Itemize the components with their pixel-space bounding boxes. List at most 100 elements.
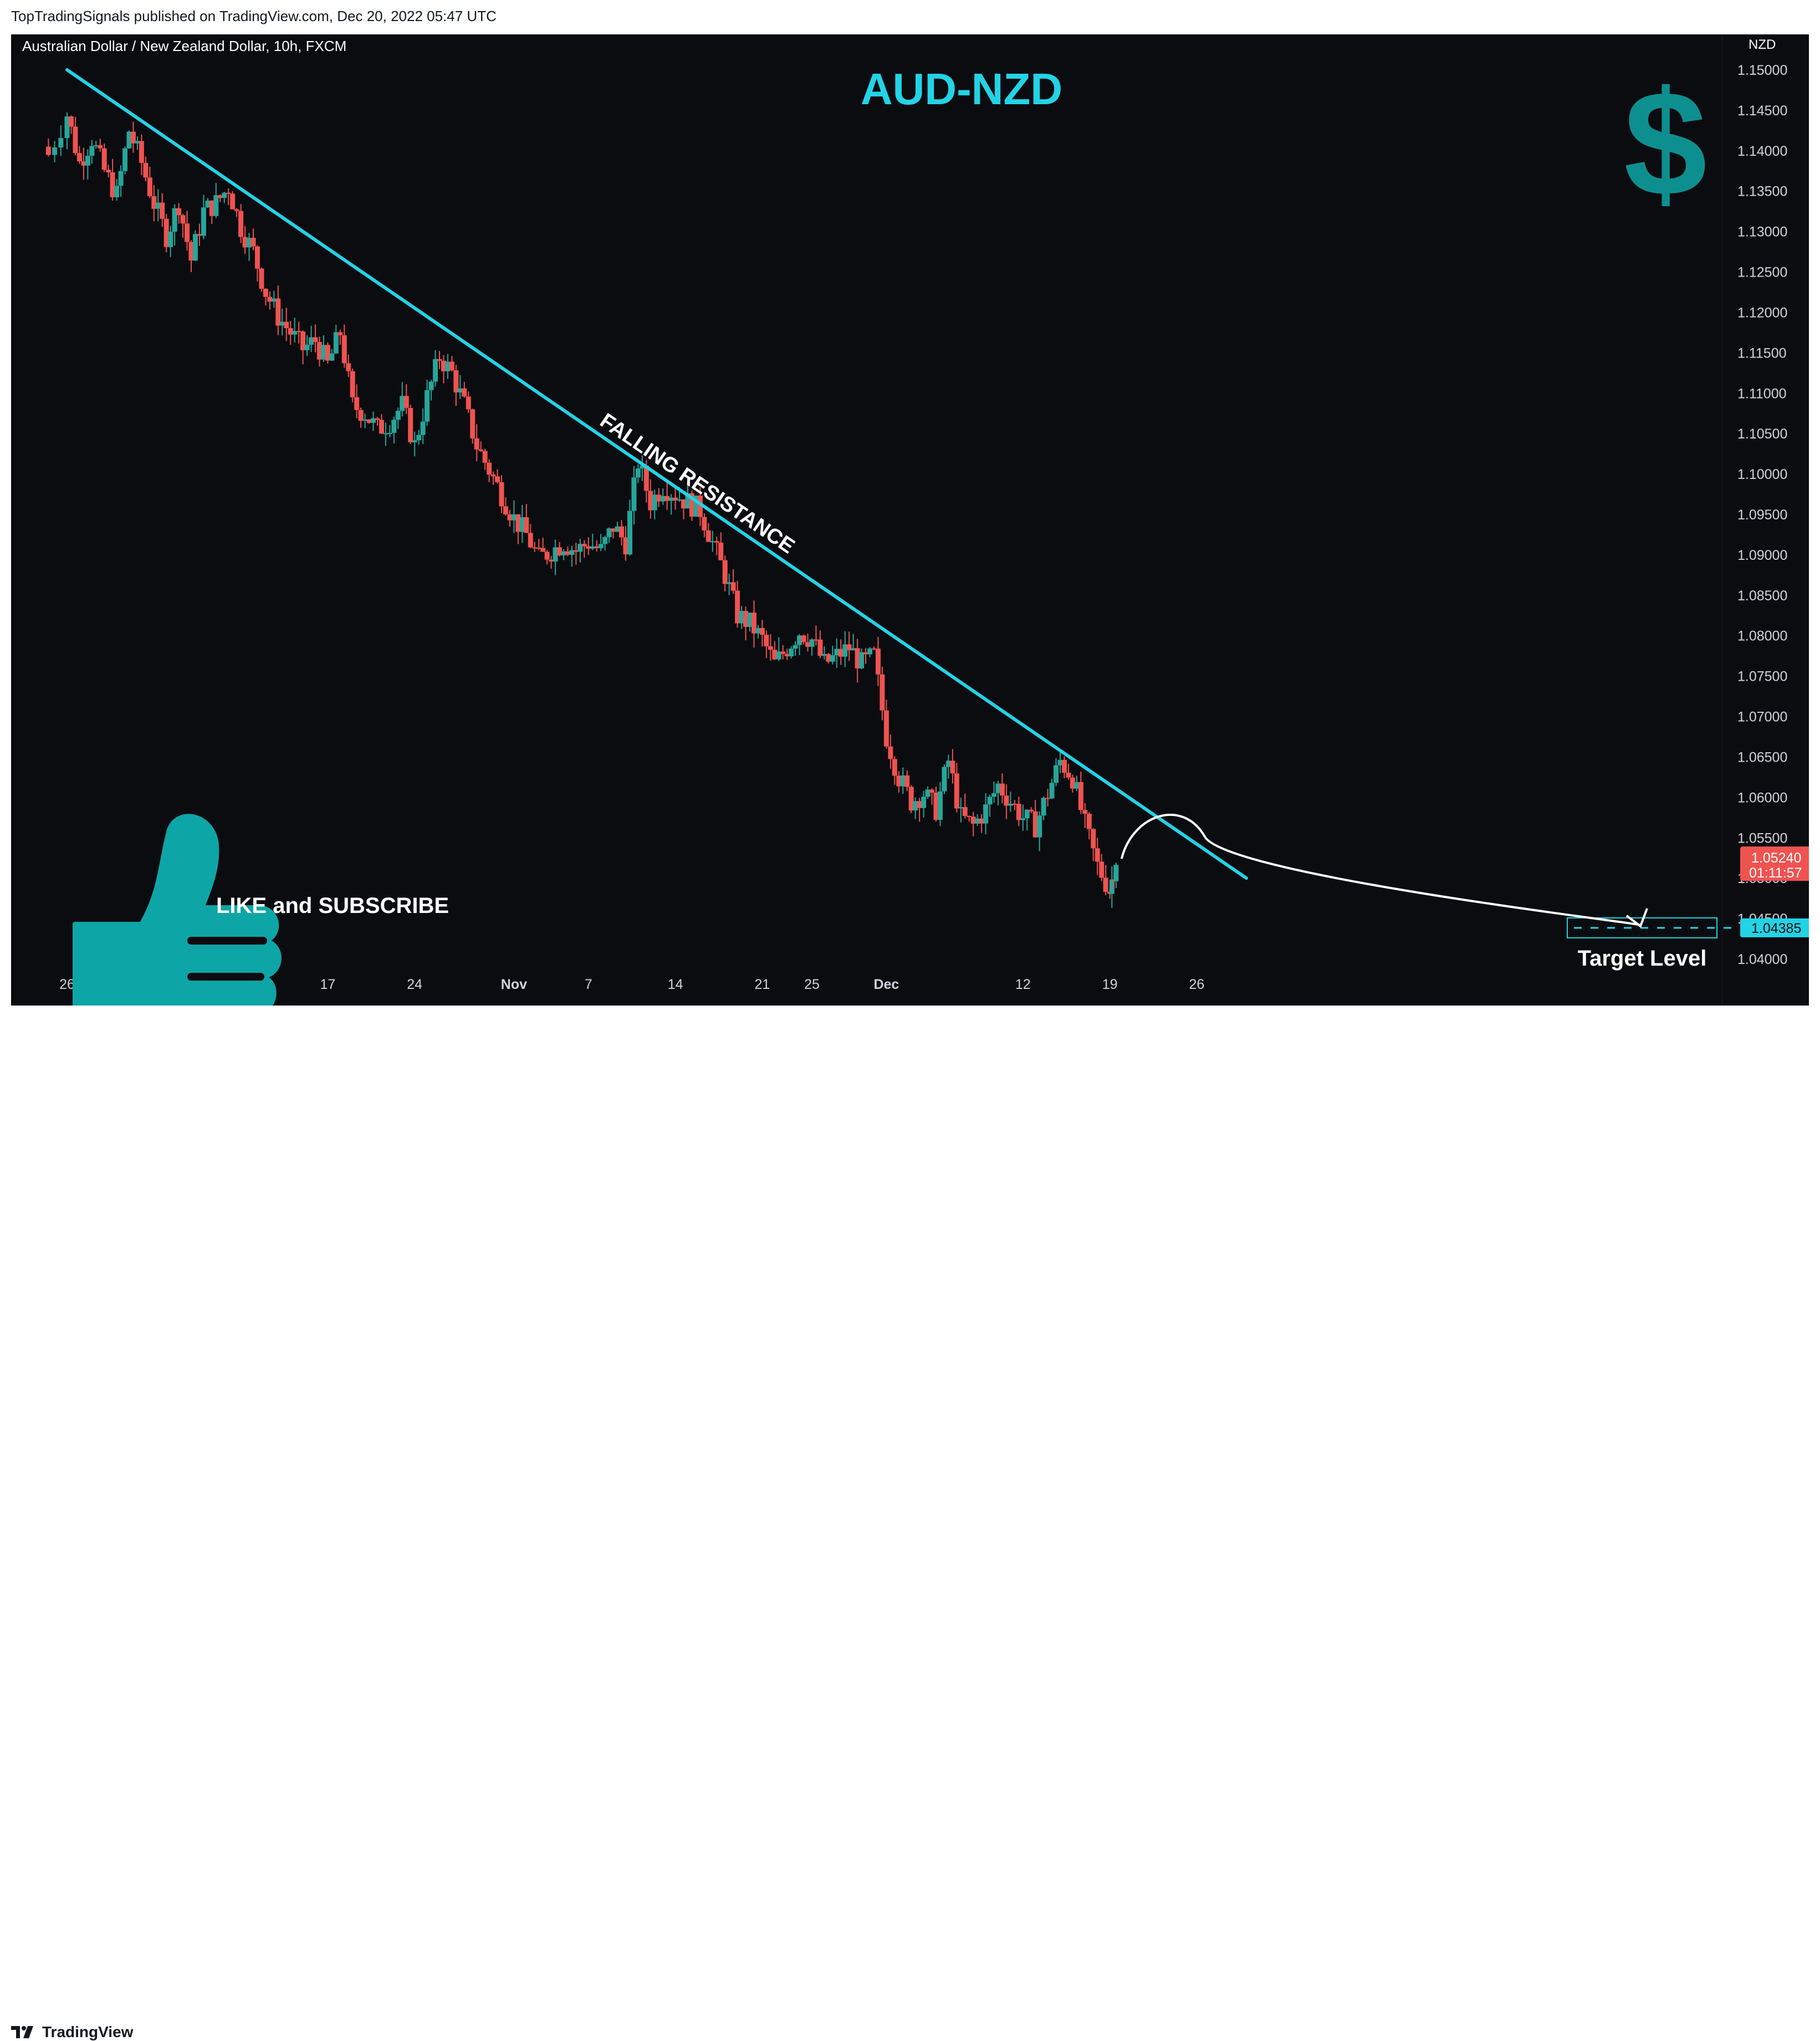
price-tick-label: 1.14000 (1737, 144, 1787, 159)
candle-body (316, 341, 322, 360)
candle-body (942, 767, 947, 792)
candle-body (313, 337, 318, 342)
candle-body (925, 789, 931, 797)
price-tick-label: 1.13000 (1737, 224, 1787, 240)
candle-body (900, 775, 906, 787)
candle-body (408, 407, 413, 442)
target-price-value: 1.04385 (1751, 921, 1801, 936)
footer-bar: TradingView (0, 1006, 1820, 2040)
candle-body (776, 651, 781, 660)
candle-body (449, 361, 454, 370)
candle-body (921, 797, 927, 808)
candle-body (722, 560, 728, 584)
candle-body (875, 649, 881, 675)
candle-body (391, 420, 397, 433)
candle-body (1086, 814, 1092, 829)
candle-body (325, 345, 330, 361)
candle-body (118, 171, 124, 186)
candle-body (292, 331, 298, 335)
candle-body (581, 544, 587, 547)
candle-body (126, 131, 132, 149)
candle-body (569, 550, 575, 555)
candle-body (1020, 818, 1026, 820)
bar-countdown: 01:11:57 (1749, 865, 1802, 881)
candle-body (855, 648, 860, 669)
candle-body (209, 200, 214, 216)
symbol-label: Australian Dollar / New Zealand Dollar, … (22, 38, 346, 54)
target-level-label: Target Level (1578, 946, 1707, 971)
candle-body (830, 655, 835, 662)
time-tick-label: Nov (501, 977, 527, 992)
candle-body (346, 363, 351, 371)
candle-body (764, 635, 769, 646)
candle-body (462, 388, 467, 397)
candle-body (656, 494, 662, 502)
candle-body (784, 654, 790, 656)
candle-body (751, 613, 756, 634)
time-tick-label: 26 (1189, 977, 1204, 992)
candle-body (403, 396, 409, 408)
candle-body (913, 801, 918, 811)
tradingview-logo[interactable]: TradingView (11, 2023, 133, 2041)
candle-body (362, 419, 368, 421)
candle-body (565, 551, 570, 555)
candle-body (354, 397, 360, 410)
candle-body (867, 648, 873, 655)
candle-body (586, 546, 591, 549)
candle-body (995, 783, 1001, 793)
candle-body (834, 649, 840, 656)
candle-body (643, 465, 649, 491)
candle-body (892, 759, 897, 776)
candle-body (309, 337, 314, 345)
price-tick-label: 1.08000 (1737, 629, 1787, 644)
candle-body (871, 648, 877, 650)
like-subscribe-text: LIKE and SUBSCRIBE (216, 894, 449, 918)
candle-body (135, 141, 140, 144)
candle-body (267, 297, 273, 302)
candle-body (445, 361, 451, 371)
candle-body (45, 146, 51, 155)
candle-body (106, 170, 111, 172)
time-tick-label: 17 (320, 977, 335, 992)
candle-body (213, 195, 219, 216)
candle-body (226, 192, 231, 194)
candle-body (395, 411, 401, 420)
candle-body (341, 335, 347, 364)
target-price-badge: 1.04385 (1740, 918, 1820, 937)
candle-body (1074, 782, 1080, 789)
candle-body (1049, 783, 1055, 799)
candle-body (482, 451, 488, 463)
chart-frame[interactable]: FALLING RESISTANCE NZD 1.15000 1.14500 1.14… (11, 34, 1820, 1079)
candle-body (490, 474, 496, 477)
candlestick-chart[interactable]: FALLING RESISTANCE NZD1.150001.145001.14… (11, 34, 1820, 1079)
candle-body (205, 200, 211, 208)
price-tick-label: 1.09000 (1737, 548, 1787, 563)
candle-body (780, 651, 786, 654)
candle-body (999, 783, 1005, 796)
candle-body (524, 517, 529, 533)
candle-body (549, 559, 554, 562)
candle-body (416, 435, 422, 441)
candle-body (375, 418, 380, 420)
candle-body (793, 645, 798, 649)
candle-body (275, 298, 281, 326)
target-zone (1567, 917, 1739, 938)
candle-body (1012, 803, 1018, 805)
candle-body (660, 496, 666, 502)
candle-body (685, 493, 691, 509)
time-tick-label: 19 (1102, 977, 1118, 992)
candle-body (739, 611, 744, 624)
candle-body (945, 761, 951, 767)
candle-body (950, 761, 955, 774)
footer-brand: TradingView (42, 2023, 134, 2040)
candle-body (383, 433, 388, 435)
candle-body (532, 547, 538, 549)
candle-body (333, 332, 339, 354)
candle-body (64, 116, 70, 138)
candle-body (1057, 759, 1063, 766)
candle-body (247, 238, 252, 248)
price-tick-label: 1.13500 (1737, 184, 1787, 200)
candle-body (561, 551, 566, 555)
candle-body (296, 331, 301, 333)
candle-body (772, 650, 778, 660)
